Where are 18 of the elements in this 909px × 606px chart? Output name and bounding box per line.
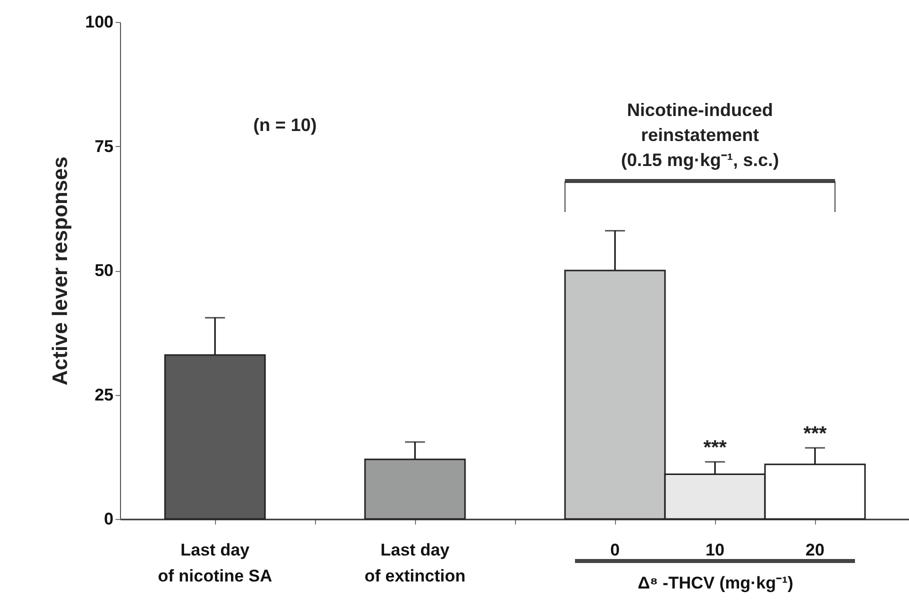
annotation: *** [703,436,727,459]
annotation: *** [803,422,827,445]
y-axis-title: Active lever responses [49,156,72,386]
x-tick-label: 10 [706,540,724,560]
x-tick-label: Last day of nicotine SA [158,540,272,586]
y-tick-label: 75 [94,136,114,156]
x-axis-title: Δ⁸ -THCV (mg·kg⁻¹) [638,574,794,592]
y-tick-label: 50 [94,261,114,280]
bar [164,354,266,520]
y-tick-label: 25 [94,385,114,404]
x-tick-label: 20 [806,540,824,560]
x-tick-label: 0 [610,540,620,560]
annotation: (n = 10) [253,115,317,135]
x-tick-label: Last day of extinction [364,540,466,586]
y-tick-label: 0 [104,510,114,528]
annotation: Nicotine-induced reinstatement (0.15 mg·kg⁻¹, s.c.) [620,100,780,170]
bar [364,458,466,520]
y-tick-label: 100 [85,12,114,32]
